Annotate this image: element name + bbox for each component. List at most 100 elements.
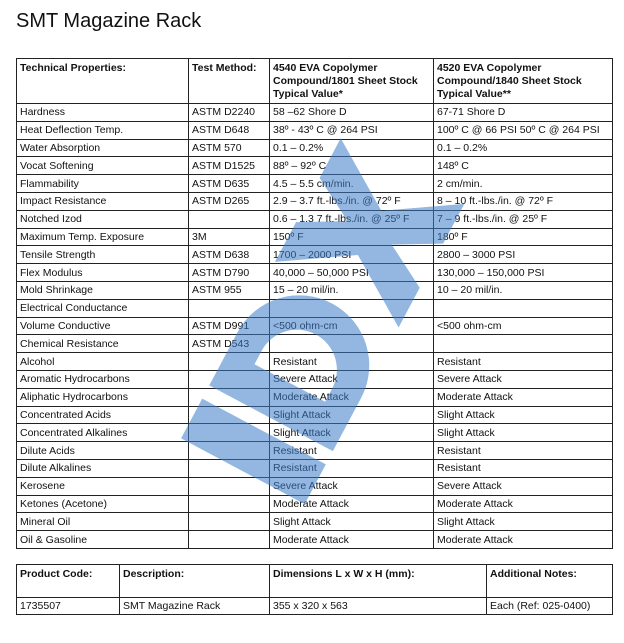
table-cell: Dilute Acids xyxy=(16,441,189,460)
table-cell: ASTM D265 xyxy=(188,191,270,211)
table-cell: Severe Attack xyxy=(269,476,434,496)
table-cell: <500 ohm-cm xyxy=(433,316,613,336)
table-cell: Severe Attack xyxy=(433,369,613,389)
table-cell: ASTM D638 xyxy=(188,245,270,265)
table-cell: 148º C xyxy=(433,156,613,176)
table-cell: ASTM D543 xyxy=(188,334,270,354)
table-cell: 15 – 20 mil/in. xyxy=(269,280,434,300)
table-cell: Resistant xyxy=(433,458,613,478)
column-header: Test Method: xyxy=(188,58,270,104)
column-header: 4520 EVA Copolymer Compound/1840 Sheet S… xyxy=(433,58,613,104)
table-cell: Kerosene xyxy=(16,476,189,496)
table-cell: Impact Resistance xyxy=(16,191,189,211)
table-cell: Slight Attack xyxy=(269,405,434,425)
table-row: Maximum Temp. Exposure 3M 150º F 180º F xyxy=(16,227,613,247)
table-cell: Slight Attack xyxy=(433,423,613,443)
table-cell: ASTM D1525 xyxy=(188,156,270,176)
table-cell: 1735507 xyxy=(16,597,120,615)
table-cell: Concentrated Acids xyxy=(16,405,189,425)
table-cell: Alcohol xyxy=(16,352,189,371)
table-cell: Moderate Attack xyxy=(269,387,434,407)
table-cell xyxy=(188,423,270,443)
table-row: Impact Resistance ASTM D265 2.9 – 3.7 ft.-… xyxy=(16,191,613,211)
table-cell: 100º C @ 66 PSI 50º C @ 264 PSI xyxy=(433,120,613,140)
table-cell: 38º - 43º C @ 264 PSI xyxy=(269,120,434,140)
table-cell xyxy=(188,369,270,389)
table-cell xyxy=(188,458,270,478)
table-row: Volume Conductive ASTM D991 <500 ohm-cm <50… xyxy=(16,316,613,336)
table-cell xyxy=(188,352,270,371)
table-row: Heat Deflection Temp. ASTM D648 38º - 43º … xyxy=(16,120,613,140)
table-cell: Severe Attack xyxy=(433,476,613,496)
product-table: Product Code: Description: Dimensions L x … xyxy=(16,564,613,615)
table-cell: 0.1 – 0.2% xyxy=(433,138,613,158)
column-header: 4540 EVA Copolymer Compound/1801 Sheet S… xyxy=(269,58,434,104)
table-cell: Flex Modulus xyxy=(16,263,189,282)
table-row: Ketones (Acetone) Moderate Attack Moderate… xyxy=(16,494,613,514)
table-cell: Notched Izod xyxy=(16,209,189,229)
table-cell xyxy=(188,441,270,460)
column-header: Product Code: xyxy=(16,564,120,598)
table-cell: Resistant xyxy=(269,352,434,371)
table-cell: SMT Magazine Rack xyxy=(119,597,270,615)
table-cell: Moderate Attack xyxy=(433,494,613,514)
table-cell: Water Absorption xyxy=(16,138,189,158)
table-cell: 2 cm/min. xyxy=(433,174,613,193)
table-cell: Moderate Attack xyxy=(433,387,613,407)
table-row: Electrical Conductance xyxy=(16,298,613,318)
table-cell xyxy=(188,530,270,549)
table-row: Alcohol Resistant Resistant xyxy=(16,352,613,371)
table-cell: 8 – 10 ft.-lbs./in. @ 72º F xyxy=(433,191,613,211)
table-cell xyxy=(188,209,270,229)
table-cell: 67-71 Shore D xyxy=(433,103,613,122)
table-cell: Mold Shrinkage xyxy=(16,280,189,300)
table-cell xyxy=(269,334,434,354)
table-cell: 2800 – 3000 PSI xyxy=(433,245,613,265)
table-cell: Each (Ref: 025-0400) xyxy=(486,597,613,615)
column-header: Dimensions L x W x H (mm): xyxy=(269,564,487,598)
table-cell: 88º – 92º C xyxy=(269,156,434,176)
table-cell xyxy=(188,298,270,318)
table-cell: 355 x 320 x 563 xyxy=(269,597,487,615)
table-row: Concentrated Alkalines Slight Attack Sligh… xyxy=(16,423,613,443)
table-cell: Resistant xyxy=(433,441,613,460)
table-cell: Slight Attack xyxy=(269,512,434,532)
table-row: Dilute Alkalines Resistant Resistant xyxy=(16,458,613,478)
table-cell: ASTM D991 xyxy=(188,316,270,336)
column-header: Technical Properties: xyxy=(16,58,189,104)
table-row: Notched Izod 0.6 – 1.3 7 ft.-lbs./in. @ 2… xyxy=(16,209,613,229)
table-cell: ASTM D635 xyxy=(188,174,270,193)
table-cell: Slight Attack xyxy=(433,512,613,532)
table-cell: 150º F xyxy=(269,227,434,247)
table-cell: ASTM D648 xyxy=(188,120,270,140)
table-row: Water Absorption ASTM 570 0.1 – 0.2% 0.1 – … xyxy=(16,138,613,158)
column-header: Description: xyxy=(119,564,270,598)
table-cell xyxy=(433,334,613,354)
table-cell: 3M xyxy=(188,227,270,247)
table-cell xyxy=(188,476,270,496)
table-row: Flammability ASTM D635 4.5 – 5.5 cm/min. 2 … xyxy=(16,174,613,193)
table-cell: Aromatic Hydrocarbons xyxy=(16,369,189,389)
table-cell: Slight Attack xyxy=(433,405,613,425)
table-row: Concentrated Acids Slight Attack Slight At… xyxy=(16,405,613,425)
table-cell: 58 –62 Shore D xyxy=(269,103,434,122)
table-cell: Chemical Resistance xyxy=(16,334,189,354)
table-cell: ASTM 570 xyxy=(188,138,270,158)
table-row: Oil & Gasoline Moderate Attack Moderate At… xyxy=(16,530,613,549)
table-row: Aromatic Hydrocarbons Severe Attack Severe… xyxy=(16,369,613,389)
table-cell: Dilute Alkalines xyxy=(16,458,189,478)
table-row: Kerosene Severe Attack Severe Attack xyxy=(16,476,613,496)
table-cell: Ketones (Acetone) xyxy=(16,494,189,514)
table-cell xyxy=(188,405,270,425)
table-row: Dilute Acids Resistant Resistant xyxy=(16,441,613,460)
header-row: Technical Properties: Test Method: 4540 EV… xyxy=(16,58,613,104)
table-cell: <500 ohm-cm xyxy=(269,316,434,336)
table-row: Mold Shrinkage ASTM 955 15 – 20 mil/in. 10 … xyxy=(16,280,613,300)
table-cell: Maximum Temp. Exposure xyxy=(16,227,189,247)
table-cell xyxy=(433,298,613,318)
table-cell: 180º F xyxy=(433,227,613,247)
table-cell: 40,000 – 50,000 PSI xyxy=(269,263,434,282)
table-cell: Moderate Attack xyxy=(269,494,434,514)
table-cell: Mineral Oil xyxy=(16,512,189,532)
